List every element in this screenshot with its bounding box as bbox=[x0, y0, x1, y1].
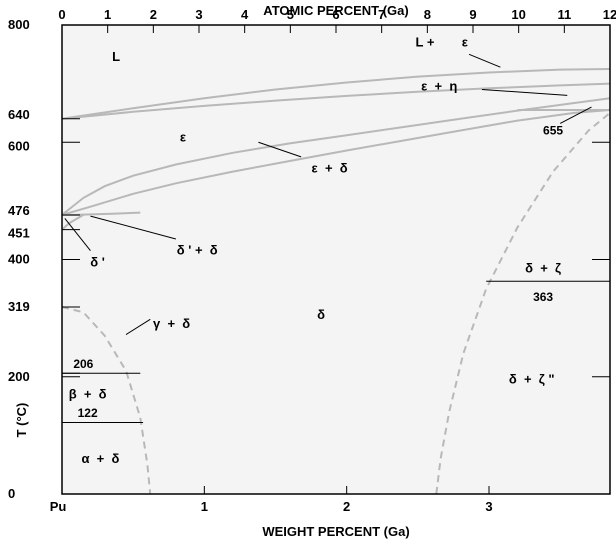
y-tick-label-6: 451 bbox=[8, 226, 30, 241]
y-tick-label-9: 640 bbox=[8, 107, 30, 122]
region-label-12: γ + δ bbox=[153, 316, 190, 331]
leader-line-5 bbox=[64, 218, 91, 252]
phase-boundary-8 bbox=[435, 112, 611, 495]
region-label-17: δ + ζ " bbox=[509, 372, 555, 387]
leader-line-2 bbox=[559, 106, 592, 124]
region-label-8: δ ' bbox=[90, 254, 105, 269]
top-axis-title: ATOMIC PERCENT (Ga) bbox=[263, 3, 408, 18]
region-label-4: 655 bbox=[543, 124, 563, 138]
phase-boundary-3 bbox=[61, 109, 611, 216]
bottom-axis-title: WEIGHT PERCENT (Ga) bbox=[262, 524, 409, 539]
phase-boundary-1 bbox=[61, 82, 611, 120]
plot-area bbox=[62, 25, 610, 494]
y-tick-label-8: 600 bbox=[8, 138, 30, 153]
region-labels: 0 1 2 3 4 5 6 7 8 9 10 11 121 2 3020031940045147660064… bbox=[8, 7, 616, 514]
region-label-15: 122 bbox=[78, 406, 98, 420]
y-tick-label-0: 0 bbox=[8, 486, 15, 501]
region-label-13: 206 bbox=[73, 357, 93, 371]
top-tick-label-12: 12 bbox=[603, 7, 616, 22]
leader-line-3 bbox=[258, 141, 302, 158]
top-tick-label-5: 5 bbox=[287, 7, 294, 22]
top-tick-label-7: 7 bbox=[378, 7, 385, 22]
region-label-16: α + δ bbox=[81, 451, 119, 466]
top-tick-label-4: 4 bbox=[241, 7, 249, 22]
region-label-6: ε + δ bbox=[312, 161, 348, 176]
top-tick-label-3: 3 bbox=[195, 7, 202, 22]
y-tick-label-10: 800 bbox=[8, 17, 30, 32]
y-tick-label-4: 319 bbox=[8, 299, 30, 314]
axis-ticks bbox=[61, 24, 611, 495]
region-label-2: ε bbox=[462, 35, 468, 50]
leader-line-6 bbox=[125, 318, 151, 335]
top-tick-label-2: 2 bbox=[150, 7, 157, 22]
top-tick-label-0: 0 bbox=[58, 7, 65, 22]
top-tick-label-8: 8 bbox=[424, 7, 431, 22]
top-tick-label-11: 11 bbox=[557, 7, 571, 22]
bottom-tick-label-0: 1 bbox=[201, 499, 208, 514]
region-label-5: ε bbox=[180, 130, 186, 145]
region-label-1: L + bbox=[416, 35, 435, 50]
pu-axis-label: Pu bbox=[50, 499, 67, 514]
y-tick-label-2: 200 bbox=[8, 369, 30, 384]
region-label-11: 363 bbox=[533, 290, 553, 304]
leader-line-4 bbox=[90, 215, 176, 240]
top-tick-label-10: 10 bbox=[511, 7, 525, 22]
region-label-10: δ + ζ bbox=[525, 260, 561, 275]
phase-boundary-0 bbox=[61, 68, 611, 120]
leader-lines bbox=[64, 53, 592, 335]
top-tick-label-6: 6 bbox=[332, 7, 339, 22]
top-tick-label-1: 1 bbox=[104, 7, 111, 22]
top-tick-label-9: 9 bbox=[469, 7, 476, 22]
region-label-14: β + δ bbox=[69, 386, 107, 401]
region-label-0: L bbox=[112, 49, 120, 64]
leader-line-0 bbox=[468, 53, 501, 68]
plot-curves bbox=[61, 68, 611, 495]
region-label-9: δ bbox=[317, 307, 325, 322]
region-label-3: ε + η bbox=[421, 79, 457, 94]
y-axis-title: T (°C) bbox=[14, 403, 29, 438]
y-tick-label-7: 476 bbox=[8, 203, 30, 218]
bottom-tick-label-1: 2 bbox=[343, 499, 350, 514]
y-tick-label-5: 400 bbox=[8, 252, 30, 267]
leader-line-1 bbox=[481, 88, 568, 96]
region-label-7: δ ' + δ bbox=[177, 243, 218, 258]
bottom-tick-label-2: 3 bbox=[485, 499, 492, 514]
